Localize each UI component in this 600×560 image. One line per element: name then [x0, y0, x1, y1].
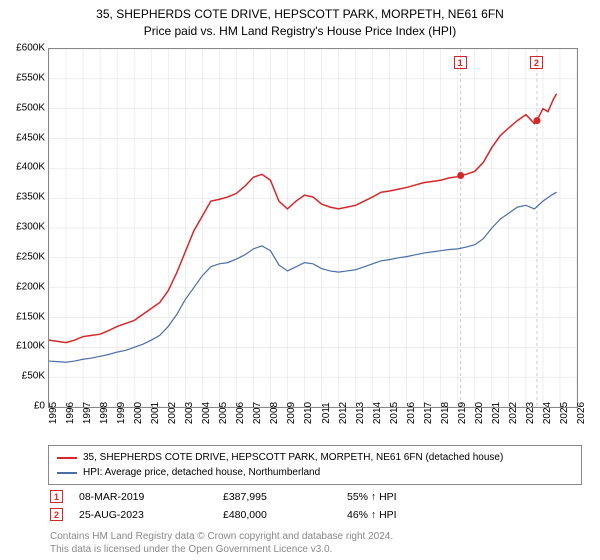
xtick-label: 2001	[150, 402, 161, 424]
ytick-label: £100K	[16, 341, 45, 352]
xtick-label: 2020	[474, 402, 485, 424]
footer: Contains HM Land Registry data © Crown c…	[50, 530, 393, 556]
chart-svg	[49, 49, 577, 407]
ytick-label: £450K	[16, 132, 45, 143]
xtick-label: 2004	[201, 402, 212, 424]
ytick-label: £0	[34, 401, 45, 412]
xtick-label: 2005	[218, 402, 229, 424]
xtick-label: 2013	[355, 402, 366, 424]
xtick-label: 2011	[321, 402, 332, 424]
xtick-label: 2010	[303, 402, 314, 424]
legend-box: 35, SHEPHERDS COTE DRIVE, HEPSCOTT PARK,…	[48, 445, 582, 485]
ytick-label: £50K	[22, 371, 45, 382]
chart-marker-2: 2	[530, 56, 543, 69]
ytick-label: £600K	[16, 43, 45, 54]
legend-label: 35, SHEPHERDS COTE DRIVE, HEPSCOTT PARK,…	[83, 450, 503, 465]
xtick-label: 1995	[48, 402, 59, 424]
legend-swatch	[57, 457, 77, 459]
xtick-label: 2023	[525, 402, 536, 424]
title-line2: Price paid vs. HM Land Registry's House …	[0, 23, 600, 40]
xtick-label: 1997	[82, 402, 93, 424]
xtick-label: 2022	[508, 402, 519, 424]
xtick-label: 2021	[491, 402, 502, 424]
xtick-label: 2008	[269, 402, 280, 424]
title-line1: 35, SHEPHERDS COTE DRIVE, HEPSCOTT PARK,…	[0, 6, 600, 23]
xtick-label: 2012	[338, 402, 349, 424]
legend-swatch	[57, 472, 77, 474]
xtick-label: 2019	[457, 402, 468, 424]
chart-container: 35, SHEPHERDS COTE DRIVE, HEPSCOTT PARK,…	[0, 0, 600, 560]
marker-pct: 46% ↑ HPI	[347, 509, 397, 521]
xtick-label: 2002	[167, 402, 178, 424]
xtick-label: 1996	[65, 402, 76, 424]
xtick-label: 2003	[184, 402, 195, 424]
marker-date: 08-MAR-2019	[79, 491, 219, 503]
marker-detail-row: 1 08-MAR-2019 £387,995 55% ↑ HPI	[50, 490, 397, 503]
xtick-label: 1998	[99, 402, 110, 424]
ytick-label: £200K	[16, 281, 45, 292]
marker-detail-row: 2 25-AUG-2023 £480,000 46% ↑ HPI	[50, 508, 397, 521]
xtick-label: 2006	[235, 402, 246, 424]
marker-pct: 55% ↑ HPI	[347, 491, 397, 503]
xtick-label: 2017	[423, 402, 434, 424]
marker-date: 25-AUG-2023	[79, 509, 219, 521]
xtick-label: 2015	[389, 402, 400, 424]
xtick-label: 2026	[576, 402, 587, 424]
ytick-label: £250K	[16, 251, 45, 262]
chart-plot-area	[48, 48, 578, 408]
legend-label: HPI: Average price, detached house, Nort…	[83, 465, 320, 480]
legend-row: 35, SHEPHERDS COTE DRIVE, HEPSCOTT PARK,…	[57, 450, 573, 465]
ytick-label: £500K	[16, 102, 45, 113]
marker-badge: 1	[50, 490, 63, 503]
xtick-label: 2014	[372, 402, 383, 424]
xtick-label: 1999	[116, 402, 127, 424]
ytick-label: £550K	[16, 72, 45, 83]
marker-price: £387,995	[223, 491, 343, 503]
chart-marker-1: 1	[454, 56, 467, 69]
legend-row: HPI: Average price, detached house, Nort…	[57, 465, 573, 480]
xtick-label: 2007	[252, 402, 263, 424]
footer-line2: This data is licensed under the Open Gov…	[50, 543, 393, 556]
title-block: 35, SHEPHERDS COTE DRIVE, HEPSCOTT PARK,…	[0, 0, 600, 40]
ytick-label: £150K	[16, 311, 45, 322]
xtick-label: 2025	[559, 402, 570, 424]
xtick-label: 2016	[406, 402, 417, 424]
marker-price: £480,000	[223, 509, 343, 521]
ytick-label: £350K	[16, 192, 45, 203]
xtick-label: 2024	[542, 402, 553, 424]
ytick-label: £300K	[16, 222, 45, 233]
ytick-label: £400K	[16, 162, 45, 173]
xtick-label: 2018	[440, 402, 451, 424]
xtick-label: 2009	[286, 402, 297, 424]
xtick-label: 2000	[133, 402, 144, 424]
marker-badge: 2	[50, 508, 63, 521]
footer-line1: Contains HM Land Registry data © Crown c…	[50, 530, 393, 543]
